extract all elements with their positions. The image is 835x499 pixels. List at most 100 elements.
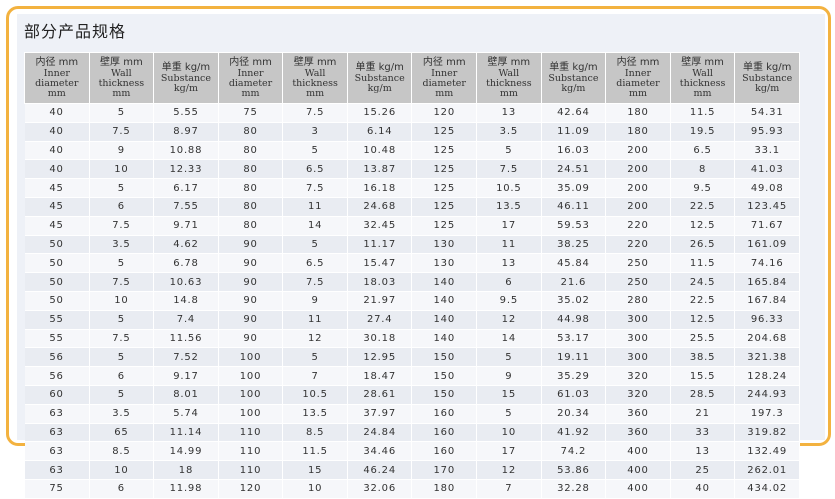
table-cell: 200 bbox=[606, 160, 671, 179]
table-cell: 10 bbox=[89, 461, 154, 480]
table-cell: 140 bbox=[412, 329, 477, 348]
column-header-en: mm bbox=[412, 89, 476, 99]
table-cell: 15.47 bbox=[347, 254, 412, 273]
table-cell: 35.02 bbox=[541, 291, 606, 310]
table-cell: 5.55 bbox=[154, 104, 219, 123]
table-cell: 11.5 bbox=[670, 104, 735, 123]
table-cell: 161.09 bbox=[735, 235, 800, 254]
table-cell: 170 bbox=[412, 461, 477, 480]
table-cell: 5 bbox=[477, 348, 542, 367]
table-cell: 9.71 bbox=[154, 216, 219, 235]
table-cell: 80 bbox=[218, 216, 283, 235]
table-cell: 10.88 bbox=[154, 141, 219, 160]
table-cell: 132.49 bbox=[735, 442, 800, 461]
column-header-en: diameter bbox=[219, 79, 283, 89]
table-cell: 15 bbox=[477, 385, 542, 404]
table-cell: 90 bbox=[218, 273, 283, 292]
table-cell: 180 bbox=[412, 479, 477, 498]
table-cell: 21.97 bbox=[347, 291, 412, 310]
table-cell: 80 bbox=[218, 122, 283, 141]
table-cell: 10.5 bbox=[283, 385, 348, 404]
table-cell: 200 bbox=[606, 197, 671, 216]
table-cell: 10.48 bbox=[347, 141, 412, 160]
table-cell: 45 bbox=[25, 216, 90, 235]
column-header-en: Inner bbox=[25, 69, 89, 79]
table-cell: 28.5 bbox=[670, 385, 735, 404]
table-cell: 320 bbox=[606, 385, 671, 404]
table-cell: 150 bbox=[412, 367, 477, 386]
table-cell: 63 bbox=[25, 423, 90, 442]
column-header-en: Substance bbox=[542, 74, 606, 84]
table-cell: 8.97 bbox=[154, 122, 219, 141]
table-cell: 12 bbox=[477, 461, 542, 480]
table-cell: 19.5 bbox=[670, 122, 735, 141]
column-header-en: Inner bbox=[219, 69, 283, 79]
table-cell: 46.11 bbox=[541, 197, 606, 216]
column-header-cn: 单重 kg/m bbox=[154, 63, 218, 73]
table-cell: 40 bbox=[25, 104, 90, 123]
column-header-en: Inner bbox=[412, 69, 476, 79]
table-cell: 15.26 bbox=[347, 104, 412, 123]
table-cell: 74.2 bbox=[541, 442, 606, 461]
column-header-en: mm bbox=[477, 89, 541, 99]
table-cell: 110 bbox=[218, 461, 283, 480]
table-cell: 125 bbox=[412, 160, 477, 179]
table-cell: 5 bbox=[89, 385, 154, 404]
table-cell: 45.84 bbox=[541, 254, 606, 273]
table-cell: 4.62 bbox=[154, 235, 219, 254]
column-header-en: thickness bbox=[283, 79, 347, 89]
table-cell: 74.16 bbox=[735, 254, 800, 273]
table-cell: 10 bbox=[477, 423, 542, 442]
table-cell: 55 bbox=[25, 310, 90, 329]
table-cell: 6.5 bbox=[670, 141, 735, 160]
column-header-cn: 内径 mm bbox=[219, 58, 283, 68]
table-cell: 7 bbox=[477, 479, 542, 498]
table-cell: 13 bbox=[477, 254, 542, 273]
column-header-en: Wall bbox=[90, 69, 154, 79]
table-cell: 24.5 bbox=[670, 273, 735, 292]
table-cell: 34.46 bbox=[347, 442, 412, 461]
table-cell: 75 bbox=[218, 104, 283, 123]
table-cell: 21.6 bbox=[541, 273, 606, 292]
table-cell: 220 bbox=[606, 216, 671, 235]
table-cell: 9.17 bbox=[154, 367, 219, 386]
table-cell: 11.98 bbox=[154, 479, 219, 498]
table-cell: 40 bbox=[25, 160, 90, 179]
table-cell: 35.29 bbox=[541, 367, 606, 386]
table-cell: 262.01 bbox=[735, 461, 800, 480]
table-cell: 18 bbox=[154, 461, 219, 480]
column-header-en: Wall bbox=[477, 69, 541, 79]
table-cell: 120 bbox=[412, 104, 477, 123]
table-cell: 33.1 bbox=[735, 141, 800, 160]
table-cell: 6.5 bbox=[283, 160, 348, 179]
table-cell: 3 bbox=[283, 122, 348, 141]
table-cell: 14.99 bbox=[154, 442, 219, 461]
table-cell: 80 bbox=[218, 141, 283, 160]
table-cell: 11.5 bbox=[670, 254, 735, 273]
column-header-en: thickness bbox=[671, 79, 735, 89]
table-cell: 37.97 bbox=[347, 404, 412, 423]
column-header-en: thickness bbox=[477, 79, 541, 89]
table-cell: 360 bbox=[606, 423, 671, 442]
column-header-en: diameter bbox=[25, 79, 89, 89]
table-cell: 125 bbox=[412, 179, 477, 198]
table-cell: 150 bbox=[412, 348, 477, 367]
table-cell: 13.5 bbox=[283, 404, 348, 423]
table-cell: 90 bbox=[218, 235, 283, 254]
table-cell: 14 bbox=[477, 329, 542, 348]
table-cell: 9 bbox=[89, 141, 154, 160]
